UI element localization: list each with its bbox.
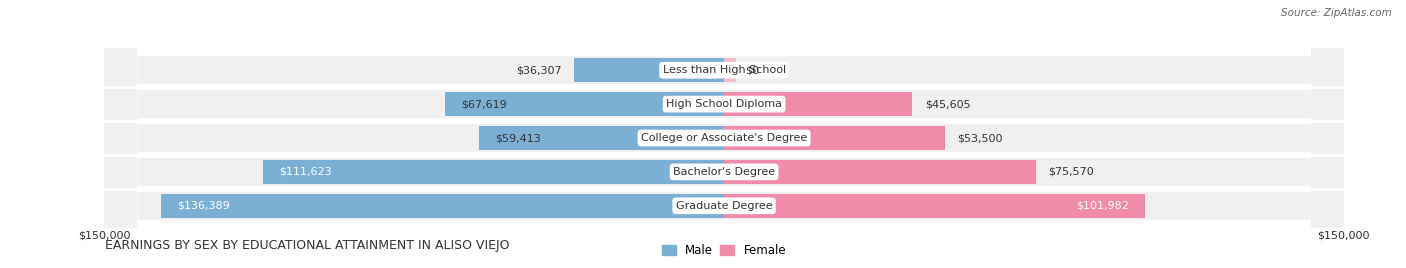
Bar [478,126,724,150]
Bar [444,92,724,116]
Bar [574,58,724,82]
Text: $67,619: $67,619 [461,99,508,109]
Text: $101,982: $101,982 [1076,201,1129,211]
Text: Graduate Degree: Graduate Degree [676,201,772,211]
Text: College or Associate's Degree: College or Associate's Degree [641,133,807,143]
Bar [263,160,724,184]
Text: $36,307: $36,307 [516,65,562,75]
Bar [160,194,724,218]
Text: Less than High School: Less than High School [662,65,786,75]
Bar [724,58,737,82]
FancyBboxPatch shape [104,0,1344,268]
Bar [724,92,912,116]
Legend: Male, Female: Male, Female [657,239,792,261]
Text: Source: ZipAtlas.com: Source: ZipAtlas.com [1281,8,1392,18]
FancyBboxPatch shape [104,0,1344,268]
Text: High School Diploma: High School Diploma [666,99,782,109]
Text: Bachelor's Degree: Bachelor's Degree [673,167,775,177]
Text: $136,389: $136,389 [177,201,231,211]
FancyBboxPatch shape [104,0,1344,268]
Text: $75,570: $75,570 [1049,167,1094,177]
Text: $111,623: $111,623 [280,167,332,177]
Text: $53,500: $53,500 [957,133,1002,143]
Bar [724,126,945,150]
Text: $45,605: $45,605 [925,99,970,109]
FancyBboxPatch shape [104,0,1344,268]
Bar [724,160,1036,184]
Text: $59,413: $59,413 [495,133,541,143]
Text: EARNINGS BY SEX BY EDUCATIONAL ATTAINMENT IN ALISO VIEJO: EARNINGS BY SEX BY EDUCATIONAL ATTAINMEN… [104,239,509,251]
Text: $0: $0 [745,65,759,75]
Bar [724,194,1146,218]
FancyBboxPatch shape [104,0,1344,268]
